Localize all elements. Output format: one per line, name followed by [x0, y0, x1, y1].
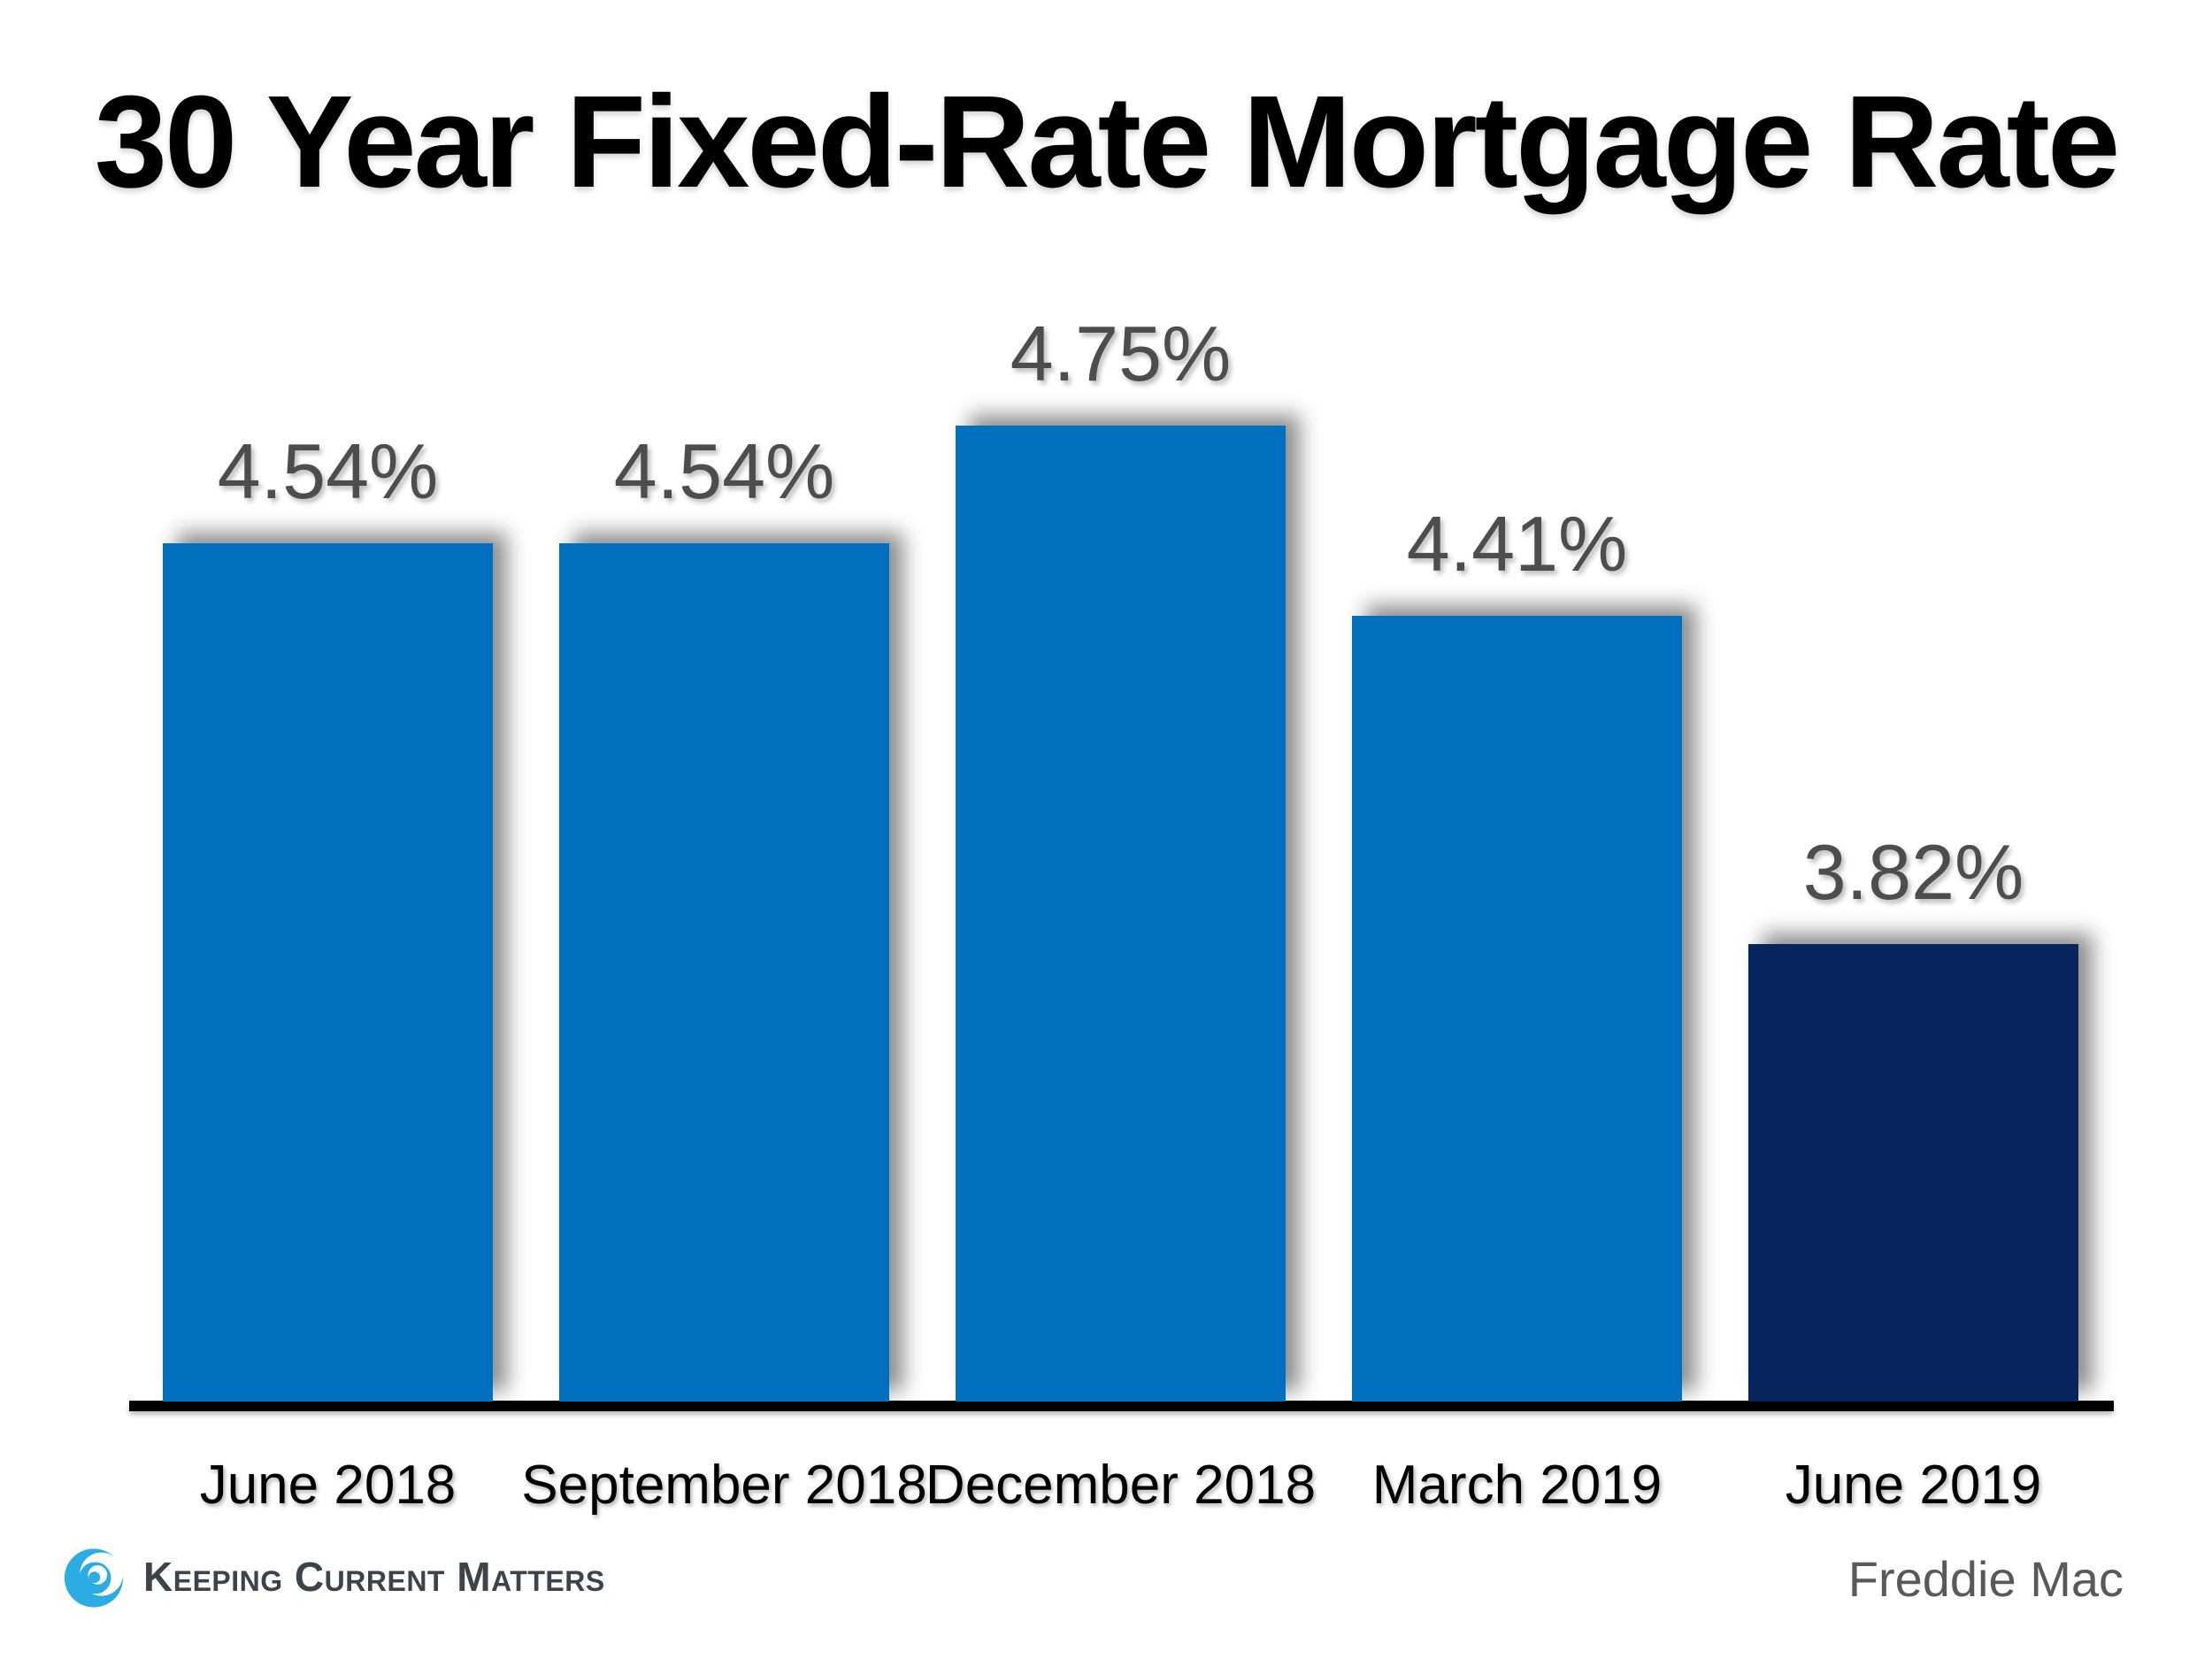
kcm-logo: Keeping Current Matters: [62, 1541, 605, 1612]
bar-group: 3.82%: [1748, 0, 2078, 1402]
kcm-logo-text: Keeping Current Matters: [143, 1554, 605, 1600]
bar-group: 4.54%: [559, 0, 889, 1402]
bar: [559, 543, 889, 1402]
kcm-swirl-icon: [64, 1548, 124, 1608]
bar-group: 4.75%: [956, 0, 1286, 1402]
bar-value-label: 4.54%: [613, 427, 835, 515]
bar-value-label: 4.75%: [1010, 310, 1232, 397]
bar: [1352, 616, 1682, 1402]
bar: [1748, 944, 2078, 1402]
source-label: Freddie Mac: [1847, 1551, 2124, 1607]
bar-group: 4.41%: [1352, 0, 1682, 1402]
bar: [956, 426, 1286, 1402]
x-axis-label: December 2018: [925, 1455, 1317, 1516]
bar-value-label: 3.82%: [1802, 828, 2024, 916]
x-axis-label: March 2019: [1371, 1455, 1663, 1516]
bar-group: 4.54%: [163, 0, 493, 1402]
x-axis-label: September 2018: [521, 1455, 927, 1516]
x-axis-label: June 2019: [1785, 1455, 2042, 1516]
bar: [163, 543, 493, 1402]
bar-value-label: 4.54%: [217, 427, 439, 515]
x-axis-label: June 2018: [199, 1455, 457, 1516]
x-axis-line: [129, 1401, 2114, 1411]
chart-title: 30 Year Fixed-Rate Mortgage Rate: [94, 69, 2121, 215]
bar-value-label: 4.41%: [1406, 500, 1628, 588]
